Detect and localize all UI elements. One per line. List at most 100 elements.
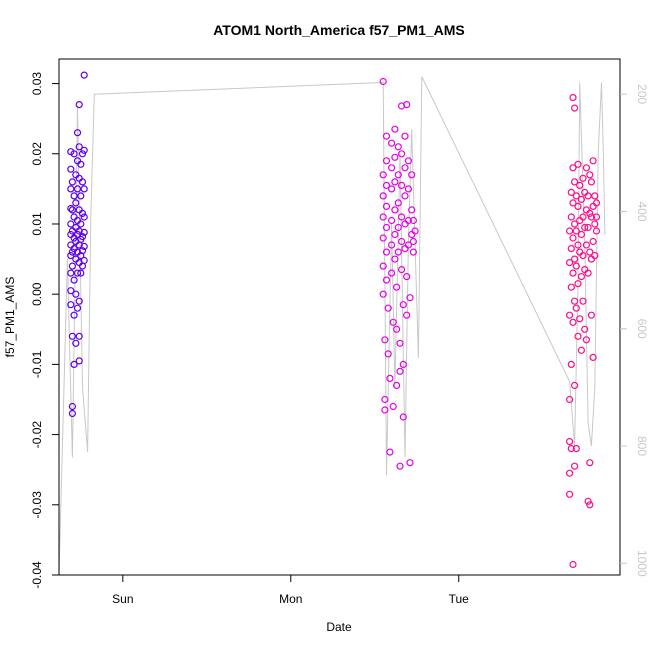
data-point-flight1 <box>78 247 87 255</box>
data-point-flight1 <box>77 269 85 277</box>
data-point-flight3 <box>574 332 582 340</box>
data-point-flight2 <box>411 227 419 235</box>
data-point-flight1 <box>78 178 87 186</box>
x-axis-label: Date <box>326 620 352 634</box>
data-point-flight3 <box>577 195 586 203</box>
data-point-flight3 <box>582 241 591 249</box>
data-point-flight2 <box>401 245 409 253</box>
plot-box <box>58 58 621 576</box>
data-point-flight2 <box>382 276 391 284</box>
data-point-flight3 <box>569 560 577 569</box>
data-point-flight2 <box>401 164 409 172</box>
data-point-flight1 <box>70 360 78 368</box>
data-point-flight3 <box>567 445 575 453</box>
data-point-flight3 <box>565 438 574 446</box>
pressure-line-layer <box>58 76 606 576</box>
data-point-flight3 <box>579 174 587 182</box>
data-point-flight3 <box>565 490 574 498</box>
data-point-flight3 <box>567 360 575 368</box>
data-point-flight2 <box>381 406 389 414</box>
data-point-flight3 <box>572 445 580 453</box>
x-tick-label: Mon <box>279 592 302 606</box>
data-point-flight1 <box>73 185 82 193</box>
y2-tick-label: 600 <box>635 319 649 339</box>
data-point-flight2 <box>401 220 409 228</box>
data-point-flight3 <box>574 241 582 249</box>
data-point-flight2 <box>396 462 404 470</box>
data-point-flight3 <box>569 318 577 326</box>
data-point-flight1 <box>70 276 78 284</box>
x-tick-label: Tue <box>449 592 470 606</box>
data-point-flight2 <box>379 213 387 221</box>
data-point-flight3 <box>591 192 599 200</box>
data-point-flight3 <box>567 283 575 291</box>
data-point-flight2 <box>382 157 391 165</box>
data-point-flight1 <box>80 242 88 250</box>
data-point-flight1 <box>67 185 75 193</box>
data-point-flight3 <box>574 202 582 210</box>
data-point-flight2 <box>388 164 396 172</box>
data-point-flight1 <box>80 71 88 79</box>
data-point-flight2 <box>409 216 417 225</box>
data-point-flight1 <box>77 160 85 168</box>
data-point-flight1 <box>80 228 88 236</box>
data-point-flight2 <box>408 206 416 214</box>
data-point-flight2 <box>404 185 412 193</box>
data-point-flight3 <box>584 269 592 277</box>
data-point-flight2 <box>409 237 417 246</box>
data-point-flight3 <box>581 188 589 196</box>
y-tick-label: -0.04 <box>30 561 44 589</box>
data-point-flight2 <box>394 171 402 179</box>
data-point-flight3 <box>570 255 579 263</box>
data-point-flight3 <box>579 297 587 305</box>
data-point-flight1 <box>80 146 88 154</box>
data-point-flight3 <box>592 227 601 235</box>
data-point-flight2 <box>409 248 417 256</box>
data-point-flight3 <box>570 381 579 389</box>
data-point-flight3 <box>586 248 594 256</box>
data-point-flight2 <box>399 413 407 421</box>
data-point-flight1 <box>72 290 80 298</box>
data-point-flight3 <box>589 353 597 361</box>
x-axis: Sun Mon Tue <box>112 575 469 606</box>
data-point-flight3 <box>584 497 592 505</box>
data-point-flight2 <box>386 374 394 382</box>
data-point-flight1 <box>67 269 75 277</box>
data-point-flight2 <box>396 367 404 375</box>
data-point-flight2 <box>393 325 401 333</box>
data-point-flight1 <box>73 129 82 137</box>
data-point-flight2 <box>408 171 416 179</box>
data-point-flight3 <box>582 206 591 214</box>
y-tick-label: 0.01 <box>30 212 44 236</box>
data-point-flight1 <box>75 357 83 365</box>
data-point-flight2 <box>399 360 407 368</box>
data-point-flight3 <box>582 164 591 172</box>
data-point-flight2 <box>384 350 392 358</box>
data-point-flight2 <box>406 459 414 467</box>
data-point-flight2 <box>398 266 406 274</box>
data-point-flight2 <box>382 248 391 256</box>
data-point-flight2 <box>388 241 396 249</box>
data-point-flight2 <box>403 273 411 281</box>
data-point-flight3 <box>572 262 580 270</box>
data-point-flight1 <box>73 304 82 312</box>
data-point-flight3 <box>567 245 575 253</box>
data-point-flight2 <box>403 100 411 109</box>
data-point-flight2 <box>389 402 397 411</box>
data-point-flight2 <box>381 336 389 344</box>
data-point-flight3 <box>591 220 599 228</box>
y2-tick-label: 400 <box>635 201 649 221</box>
data-point-flight2 <box>382 202 391 210</box>
data-point-flight1 <box>70 192 78 200</box>
data-point-flight1 <box>72 199 80 207</box>
data-point-flight3 <box>581 325 589 333</box>
data-point-flight3 <box>584 223 592 232</box>
data-point-flight1 <box>68 402 77 411</box>
data-point-flight3 <box>587 213 596 221</box>
data-point-flight1 <box>67 287 75 295</box>
data-point-flight3 <box>579 213 587 221</box>
data-point-flight3 <box>572 192 580 200</box>
data-point-flight2 <box>388 269 396 277</box>
data-point-flight2 <box>408 230 416 239</box>
